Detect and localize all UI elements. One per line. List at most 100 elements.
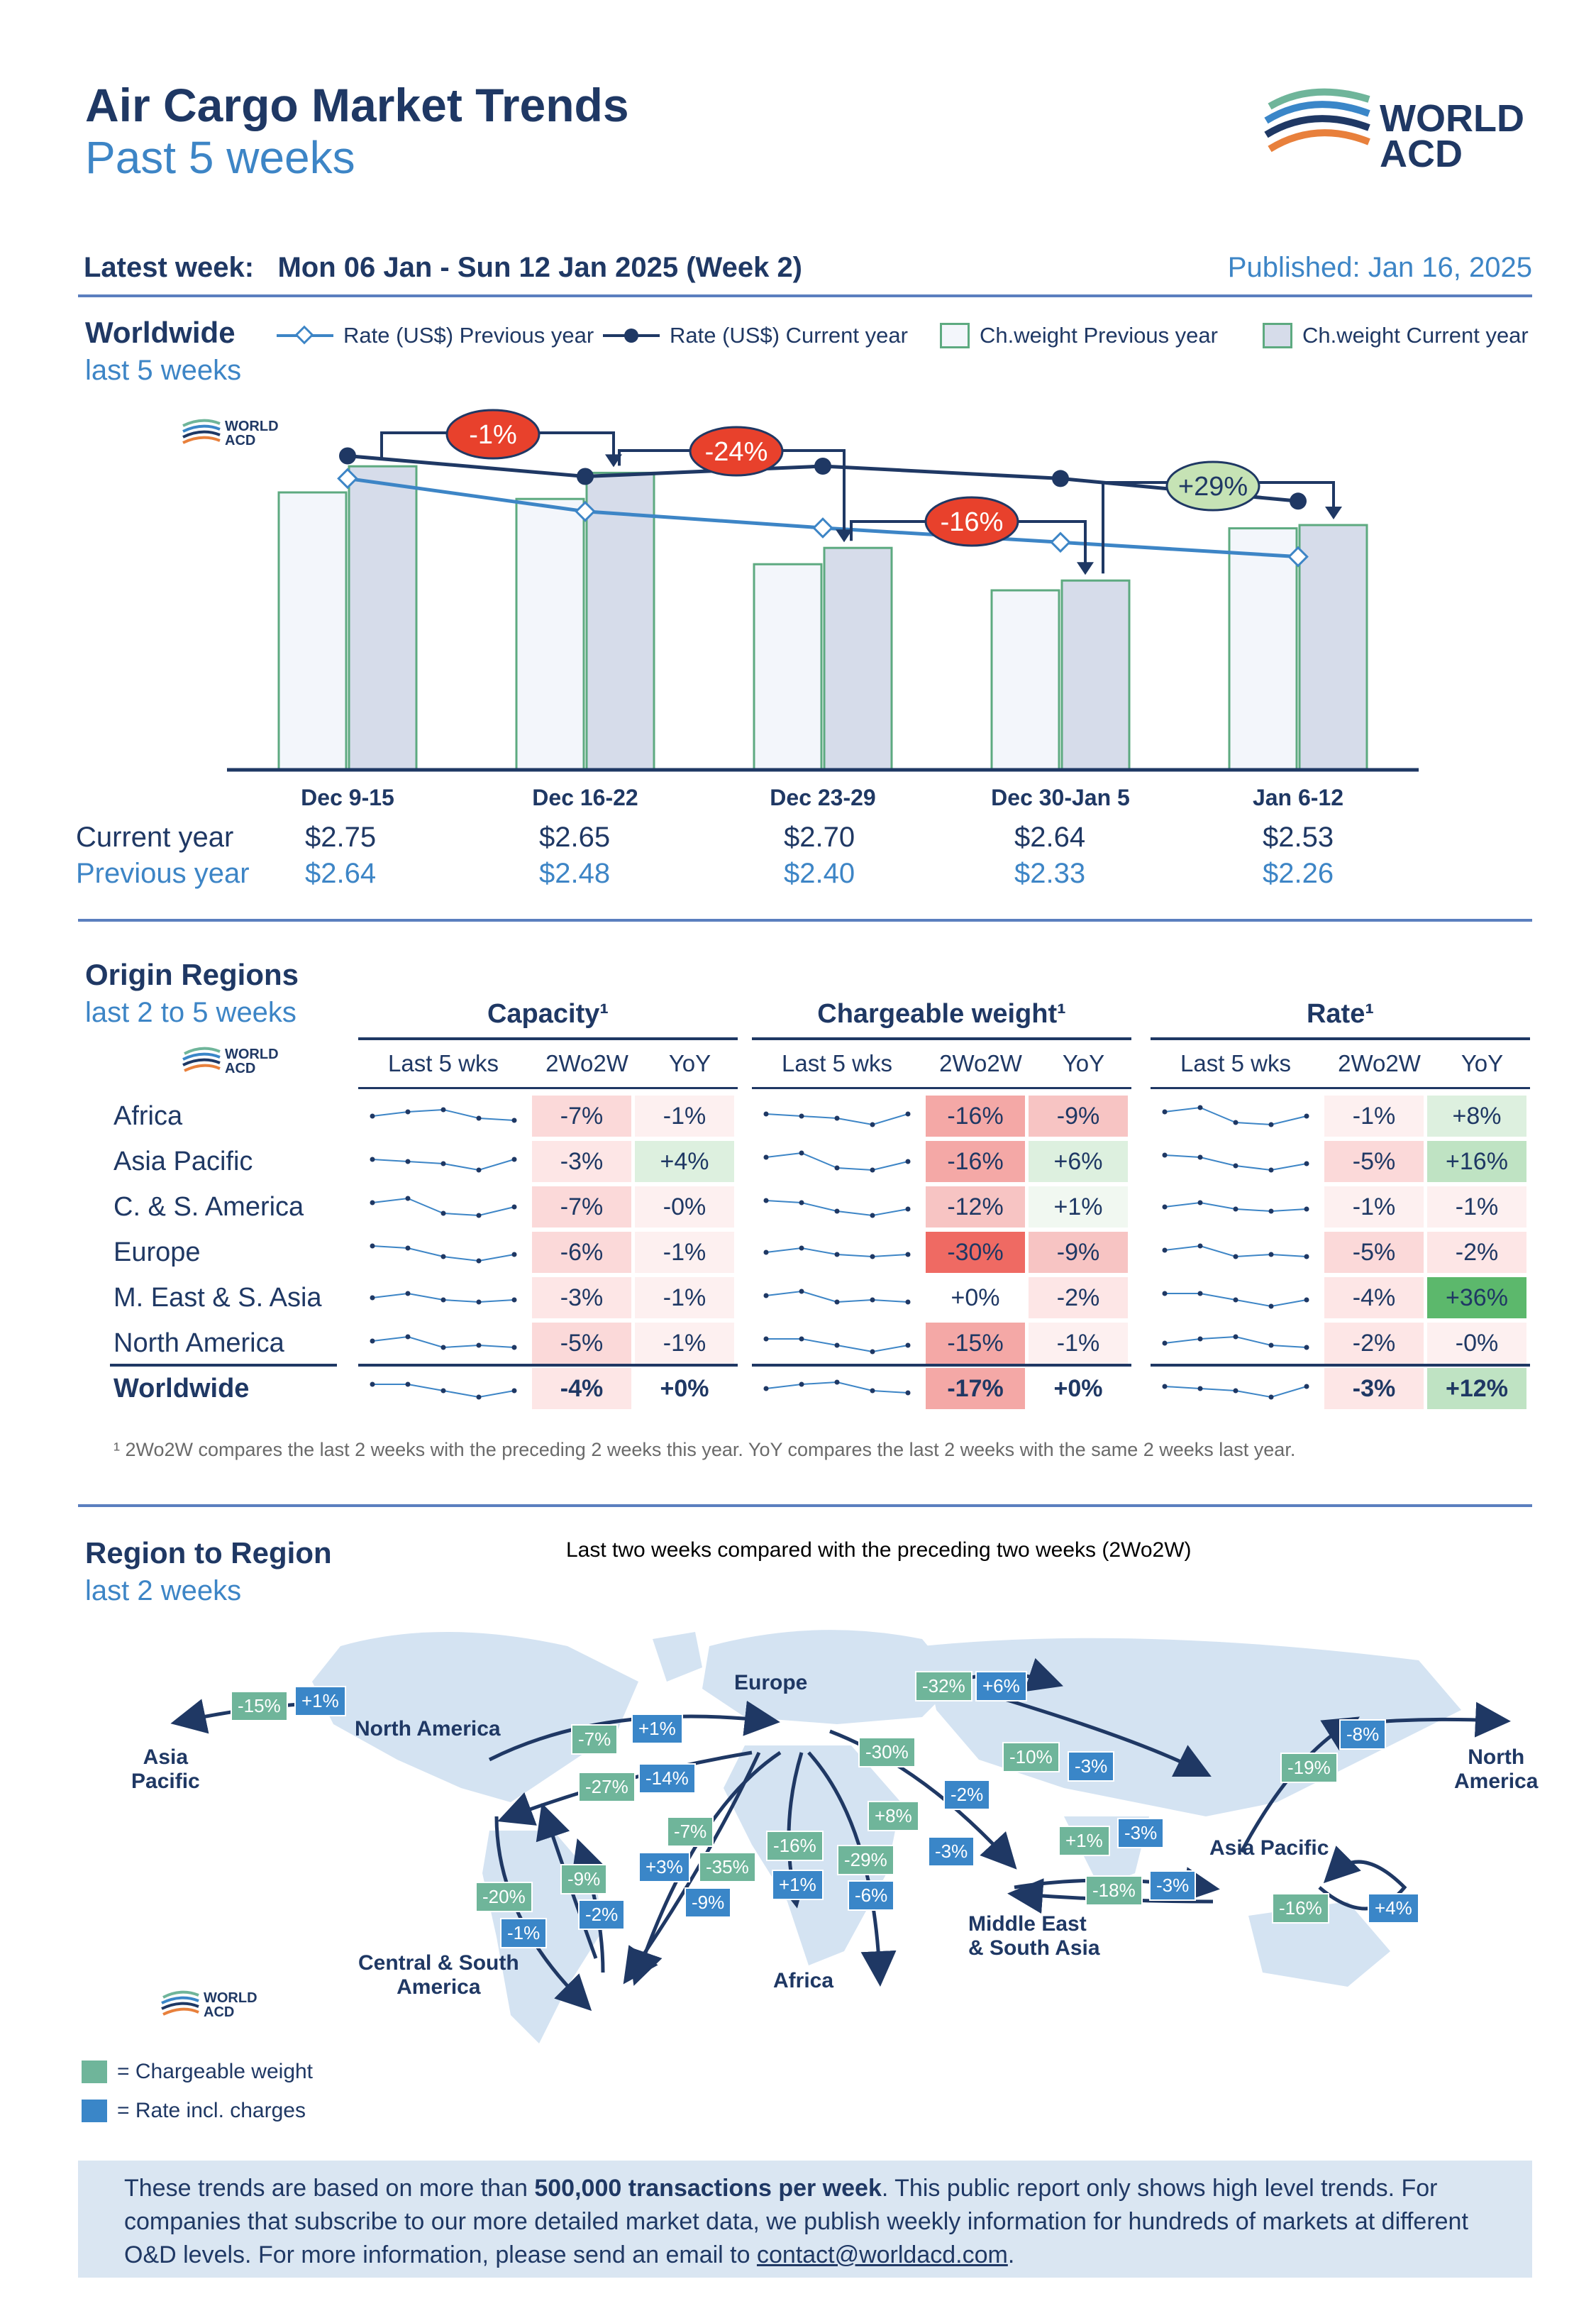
bar-cw-cur xyxy=(823,546,893,771)
cell-2wo2w: -5% xyxy=(1324,1232,1424,1273)
sparkline xyxy=(370,1334,517,1350)
tag-rate: +1% xyxy=(772,1870,824,1900)
cell-2wo2w: -12% xyxy=(926,1186,1025,1228)
tag-chargeable-weight: -10% xyxy=(1002,1742,1060,1772)
cell-2wo2w: -3% xyxy=(1324,1368,1424,1409)
cell-2wo2w: -16% xyxy=(926,1096,1025,1137)
cell-yoy: +4% xyxy=(635,1141,734,1182)
latest-week: Latest week: Mon 06 Jan - Sun 12 Jan 202… xyxy=(84,252,802,284)
label-asia-pacific-left: Asia Pacific xyxy=(131,1745,200,1793)
cell-2wo2w: -3% xyxy=(532,1277,631,1318)
column-header: 2Wo2W xyxy=(1338,1050,1421,1076)
cell-yoy: +0% xyxy=(1029,1368,1128,1409)
arrow-down-icon xyxy=(1077,562,1094,575)
bar-cw-cur xyxy=(348,465,418,771)
rate-cur-point xyxy=(577,468,594,485)
tag-chargeable-weight: +1% xyxy=(1058,1826,1110,1856)
tag-chargeable-weight: -7% xyxy=(667,1816,714,1847)
column-header: Last 5 wks xyxy=(1180,1050,1291,1076)
x-tick-label: Dec 23-29 xyxy=(770,785,875,810)
tag-chargeable-weight: -15% xyxy=(231,1691,288,1721)
cell-2wo2w: -6% xyxy=(532,1232,631,1273)
sparkline xyxy=(763,1245,911,1259)
sparkline xyxy=(763,1198,911,1218)
tag-rate: -1% xyxy=(500,1918,548,1948)
tag-chargeable-weight: -30% xyxy=(858,1737,916,1767)
sparkline xyxy=(1162,1152,1309,1173)
green-square-icon xyxy=(82,2060,107,2083)
cell-yoy: -9% xyxy=(1029,1232,1128,1273)
tag-rate: -8% xyxy=(1339,1719,1387,1750)
sparkline xyxy=(1162,1105,1309,1127)
sparkline xyxy=(370,1381,517,1400)
tag-chargeable-weight: +8% xyxy=(868,1801,919,1831)
sparkline xyxy=(370,1291,517,1305)
svg-text:WORLD: WORLD xyxy=(225,1047,279,1062)
total-rule xyxy=(110,1364,337,1367)
cell-2wo2w: -16% xyxy=(926,1141,1025,1182)
legend-chargeable-label: = Chargeable weight xyxy=(117,2060,314,2083)
tag-rate: -3% xyxy=(1068,1751,1115,1782)
sparkline xyxy=(1162,1291,1309,1309)
tag-rate: -14% xyxy=(638,1763,696,1794)
bar-cw-cur xyxy=(1298,524,1368,771)
sparkline xyxy=(1162,1200,1309,1214)
x-tick-label: Dec 16-22 xyxy=(532,785,638,810)
previous-year-value: $2.48 xyxy=(539,858,611,889)
cell-2wo2w: -15% xyxy=(926,1323,1025,1364)
label-north-america-mid: North America xyxy=(355,1717,501,1740)
bar-cw-prev xyxy=(990,589,1060,771)
sparkline xyxy=(1162,1384,1309,1400)
current-year-value: $2.53 xyxy=(1263,822,1334,853)
column-header: 2Wo2W xyxy=(545,1050,628,1076)
cell-yoy: -1% xyxy=(635,1096,734,1137)
svg-text:WORLD: WORLD xyxy=(225,419,279,434)
change-bubble-label: -1% xyxy=(469,420,517,450)
label-north-america-right: North America xyxy=(1454,1745,1539,1793)
cell-yoy: -1% xyxy=(635,1232,734,1273)
group-header: Capacity¹ xyxy=(487,999,609,1029)
latest-week-value: Mon 06 Jan - Sun 12 Jan 2025 (Week 2) xyxy=(277,252,803,283)
legend-rate-cur-label: Rate (US$) Current year xyxy=(670,323,908,348)
box-icon xyxy=(940,323,970,348)
label-mesa: Middle East & South Asia xyxy=(968,1912,1100,1960)
sparkline xyxy=(370,1196,517,1218)
rate-prev-point xyxy=(575,500,596,522)
cell-2wo2w: -1% xyxy=(1324,1186,1424,1228)
legend-cw-prev-label: Ch.weight Previous year xyxy=(980,323,1218,348)
cell-2wo2w: -2% xyxy=(1324,1323,1424,1364)
legend-cw-prev: Ch.weight Previous year xyxy=(940,323,1218,348)
sparkline xyxy=(1162,1334,1309,1350)
sparkline xyxy=(370,1243,517,1264)
tag-rate: +1% xyxy=(631,1714,683,1744)
region-label: Europe xyxy=(113,1237,201,1267)
email-link[interactable]: contact@worldacd.com xyxy=(756,2241,1008,2268)
tag-rate: +1% xyxy=(294,1686,346,1716)
column-header: Last 5 wks xyxy=(782,1050,892,1076)
cell-yoy: +1% xyxy=(1029,1186,1128,1228)
divider xyxy=(78,294,1532,297)
cell-2wo2w: -4% xyxy=(532,1368,631,1409)
rate-cur-point xyxy=(1290,492,1307,510)
rate-cur-point xyxy=(814,458,831,475)
tag-chargeable-weight: -32% xyxy=(915,1671,972,1701)
cell-2wo2w: -7% xyxy=(532,1096,631,1137)
row-current-label: Current year xyxy=(76,822,234,853)
worldwide-title: Worldwide xyxy=(85,316,235,349)
sparkline xyxy=(370,1107,517,1123)
divider xyxy=(78,919,1532,922)
change-bubble-label: +29% xyxy=(1178,472,1248,502)
logo-text-acd: ACD xyxy=(1380,133,1463,175)
current-year-value: $2.65 xyxy=(539,822,611,853)
label-asia-pacific-right: Asia Pacific xyxy=(1209,1836,1329,1860)
origin-subtitle: last 2 to 5 weeks xyxy=(85,997,297,1028)
info-text-2: . This public report only shows high lev… xyxy=(124,2175,1468,2268)
region-label: North America xyxy=(113,1328,284,1358)
tag-chargeable-weight: -7% xyxy=(571,1724,619,1755)
published-date: Published: Jan 16, 2025 xyxy=(1227,252,1532,283)
previous-year-value: $2.64 xyxy=(305,858,377,889)
previous-year-value: $2.26 xyxy=(1263,858,1334,889)
cell-2wo2w: -17% xyxy=(926,1368,1025,1409)
